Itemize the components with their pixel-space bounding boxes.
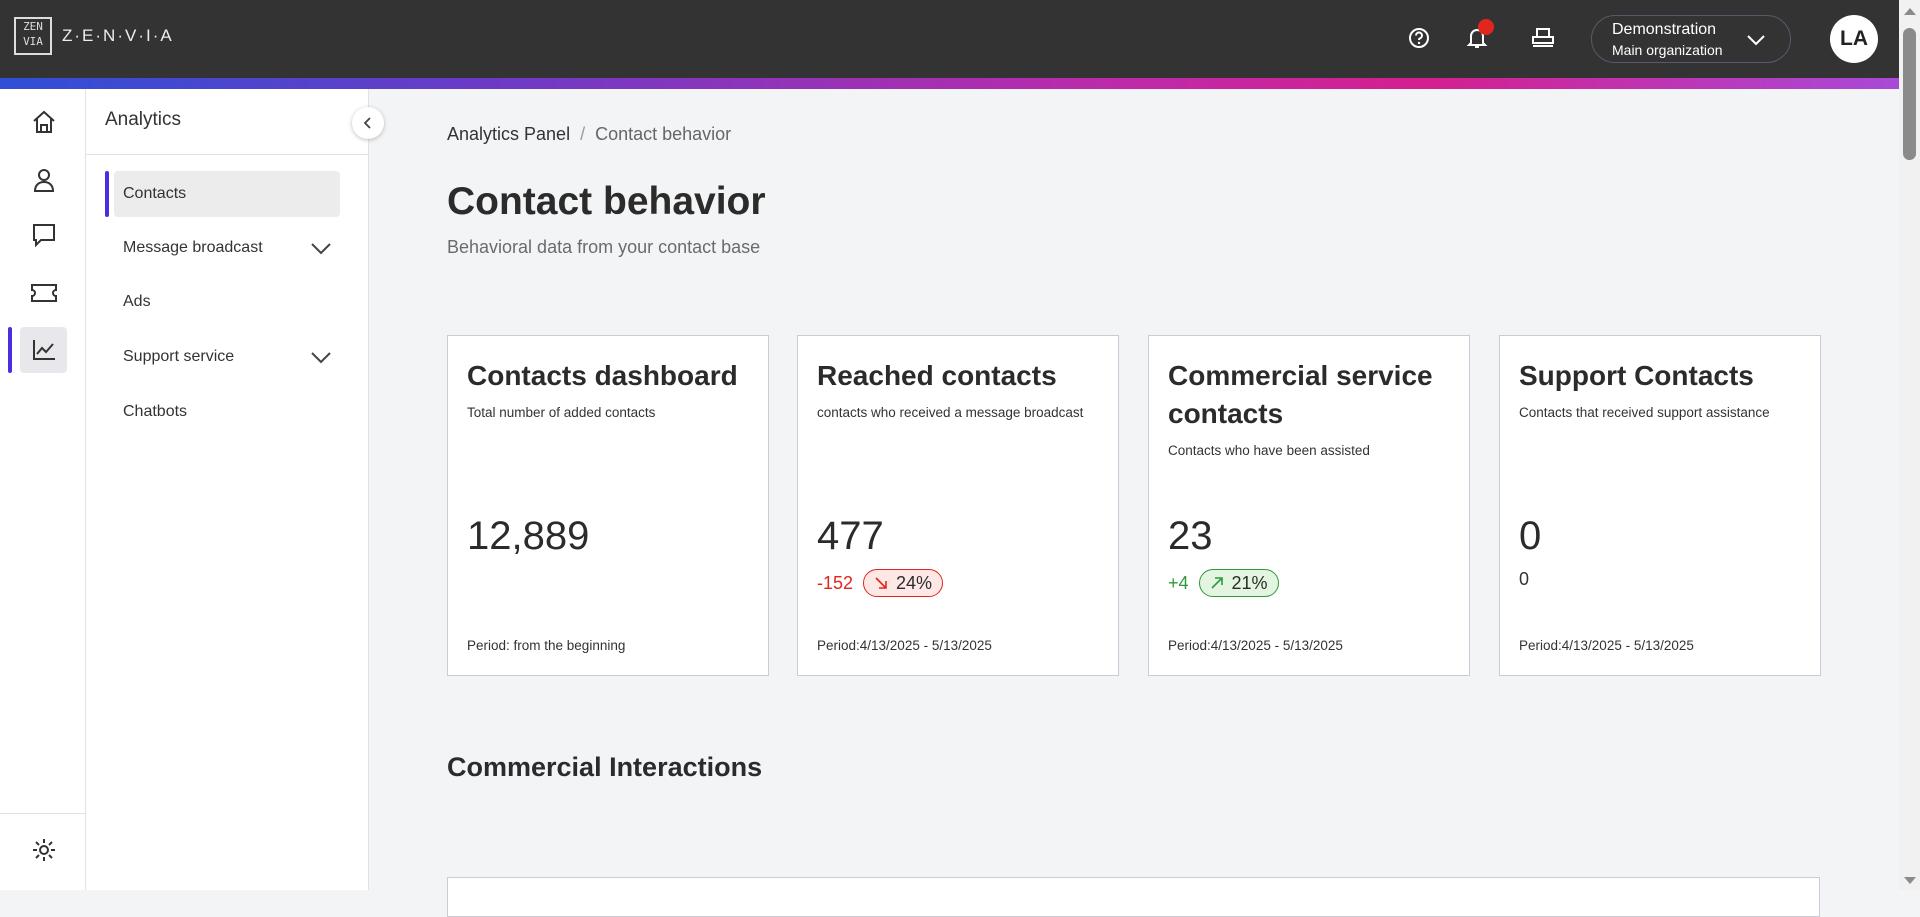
scrollbar[interactable] [1899, 0, 1920, 890]
chart-icon[interactable] [8, 327, 67, 373]
scroll-down-arrow[interactable] [1904, 877, 1916, 884]
card-delta: 0 [1519, 569, 1530, 589]
card-description: Contacts who have been assisted [1168, 443, 1370, 458]
sidebar-item-label: Chatbots [123, 403, 188, 420]
sidebar-item-label: Message broadcast [123, 239, 263, 256]
card-value: 0 [1519, 514, 1542, 558]
card-period: Period:4/13/2025 - 5/13/2025 [1519, 638, 1694, 653]
sidebar-item-chatbots[interactable]: Chatbots [114, 389, 340, 435]
reached-contacts-card: Reached contacts contacts who received a… [797, 335, 1119, 676]
trend-percent: 21% [1231, 572, 1268, 593]
zenvia-logo[interactable]: ZEN VIA Z·E·N·V·I·A [14, 17, 174, 55]
chevron-down-icon [1747, 35, 1765, 46]
home-icon[interactable] [20, 99, 67, 145]
chevron-down-icon [311, 243, 331, 255]
arrow-up-right-icon [1210, 577, 1223, 589]
logo-mark: ZEN VIA [14, 17, 52, 55]
scroll-up-arrow[interactable] [1904, 8, 1916, 15]
top-bar: ZEN VIA Z·E·N·V·I·A Demonstration Main or… [0, 0, 1899, 78]
org-subtitle: Main organization [1612, 42, 1723, 58]
contacts-dashboard-card: Contacts dashboard Total number of added… [447, 335, 769, 676]
card-title: Support Contacts [1519, 360, 1754, 391]
card-value: 23 [1168, 514, 1213, 558]
card-title: Reached contacts [817, 360, 1057, 391]
sidebar-divider [86, 154, 369, 155]
trend-percent: 24% [896, 572, 933, 593]
card-value: 12,889 [467, 514, 590, 558]
trend-badge: 21% [1198, 569, 1279, 597]
collapse-sidebar-button[interactable] [352, 107, 384, 139]
sidebar-item-label: Support service [123, 348, 235, 365]
arrow-down-right-icon [875, 577, 887, 589]
card-title: Contacts dashboard [467, 360, 738, 391]
rail-divider [0, 813, 86, 814]
ticket-icon[interactable] [20, 270, 67, 316]
sidebar-item-ads[interactable]: Ads [114, 279, 340, 325]
printer-icon[interactable] [1527, 22, 1559, 54]
card-value: 477 [817, 514, 884, 558]
org-name: Demonstration [1612, 21, 1717, 38]
avatar[interactable]: LA [1830, 15, 1878, 63]
sidebar-item-label: Ads [123, 293, 151, 310]
page-title: Contact behavior [447, 180, 766, 223]
card-period: Period:4/13/2025 - 5/13/2025 [1168, 638, 1343, 653]
gear-icon[interactable] [20, 827, 67, 873]
chevron-left-icon [363, 117, 371, 129]
trend-badge: 24% [863, 569, 944, 597]
breadcrumb: Analytics Panel / Contact behavior [447, 124, 731, 145]
notification-dot [1478, 19, 1494, 35]
user-icon[interactable] [20, 157, 67, 203]
analytics-sidebar: Analytics Contacts Message broadcast Ads… [86, 89, 369, 890]
sidebar-item-support-service[interactable]: Support service [114, 334, 340, 380]
organization-selector[interactable]: Demonstration Main organization [1591, 15, 1791, 63]
section-title: Commercial Interactions [447, 752, 763, 782]
sidebar-item-message-broadcast[interactable]: Message broadcast [114, 225, 340, 271]
help-icon[interactable] [1403, 22, 1435, 54]
chevron-down-icon [311, 352, 331, 364]
logo-text: Z·E·N·V·I·A [62, 26, 174, 45]
sidebar-item-label: Contacts [123, 185, 187, 202]
card-description: contacts who received a message broadcas… [817, 405, 1084, 420]
page-subtitle: Behavioral data from your contact base [447, 237, 761, 257]
chat-icon[interactable] [20, 212, 67, 258]
icon-rail [0, 89, 86, 890]
card-description: Total number of added contacts [467, 405, 656, 420]
scroll-thumb[interactable] [1903, 28, 1916, 160]
support-contacts-card: Support Contacts Contacts that received … [1499, 335, 1821, 676]
breadcrumb-current: Contact behavior [595, 124, 732, 144]
sidebar-title: Analytics [105, 109, 182, 130]
commercial-service-contacts-card: Commercial service contacts Contacts who… [1148, 335, 1470, 676]
card-delta: -152 [817, 572, 854, 593]
card-delta: +4 [1168, 572, 1189, 593]
sidebar-item-contacts[interactable]: Contacts [105, 171, 340, 217]
card-period: Period: from the beginning [467, 638, 626, 653]
brand-gradient-bar [0, 78, 1899, 89]
card-period: Period:4/13/2025 - 5/13/2025 [817, 638, 992, 653]
breadcrumb-separator: / [580, 124, 586, 144]
card-description: Contacts that received support assistanc… [1519, 405, 1770, 420]
breadcrumb-parent[interactable]: Analytics Panel [447, 124, 571, 144]
commercial-interactions-panel [447, 877, 1820, 917]
card-title: Commercial service contacts [1168, 360, 1433, 429]
